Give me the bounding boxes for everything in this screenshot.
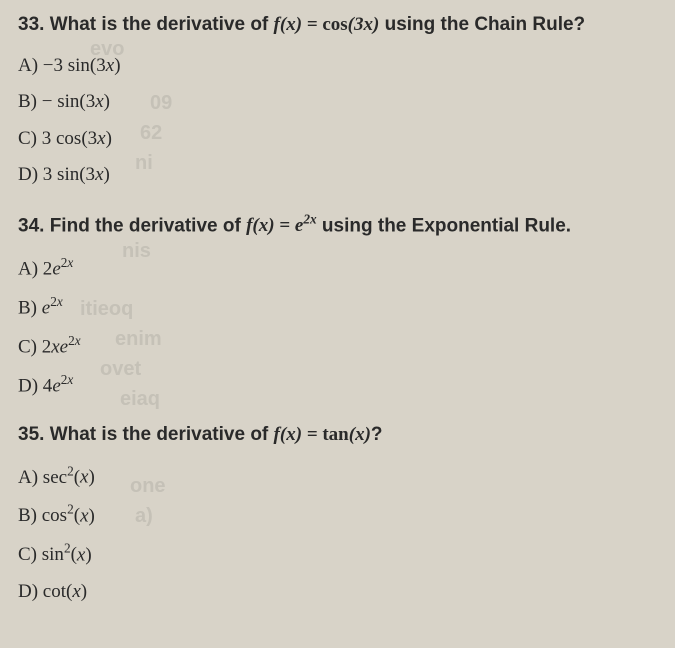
question-34-text: 34. Find the derivative of f(x) = e2x us… — [18, 211, 657, 240]
option-35-a: A) sec2(x) — [18, 462, 657, 491]
question-prompt-post: ? — [371, 424, 383, 445]
option-33-c: C) 3 cos(3x) — [18, 126, 657, 153]
question-prompt-post: using the Exponential Rule. — [317, 215, 571, 236]
option-34-a: A) 2e2x — [18, 254, 657, 283]
option-34-c: C) 2xe2x — [18, 332, 657, 361]
question-math: f(x) = tan(x) — [274, 424, 371, 445]
option-35-d: D) cot(x) — [18, 579, 657, 606]
option-33-d: D) 3 sin(3x) — [18, 162, 657, 189]
option-33-b: B) − sin(3x) — [18, 89, 657, 116]
option-34-b: B) e2x — [18, 293, 657, 322]
question-prompt-pre: What is the derivative of — [50, 424, 274, 445]
question-33-text: 33. What is the derivative of f(x) = cos… — [18, 12, 657, 39]
question-prompt-pre: What is the derivative of — [50, 14, 274, 35]
question-number: 34. — [18, 215, 44, 236]
question-35: 35. What is the derivative of f(x) = tan… — [18, 422, 657, 606]
option-35-b: B) cos2(x) — [18, 501, 657, 530]
question-number: 35. — [18, 424, 44, 445]
question-33: 33. What is the derivative of f(x) = cos… — [18, 12, 657, 189]
question-math: f(x) = cos(3x) — [274, 14, 380, 35]
question-prompt-pre: Find the derivative of — [50, 215, 246, 236]
question-number: 33. — [18, 14, 44, 35]
question-34: 34. Find the derivative of f(x) = e2x us… — [18, 211, 657, 400]
option-34-d: D) 4e2x — [18, 371, 657, 400]
question-math: f(x) = e2x — [246, 215, 317, 236]
option-33-a: A) −3 sin(3x) — [18, 53, 657, 80]
question-35-text: 35. What is the derivative of f(x) = tan… — [18, 422, 657, 449]
option-35-c: C) sin2(x) — [18, 540, 657, 569]
question-prompt-post: using the Chain Rule? — [379, 14, 585, 35]
